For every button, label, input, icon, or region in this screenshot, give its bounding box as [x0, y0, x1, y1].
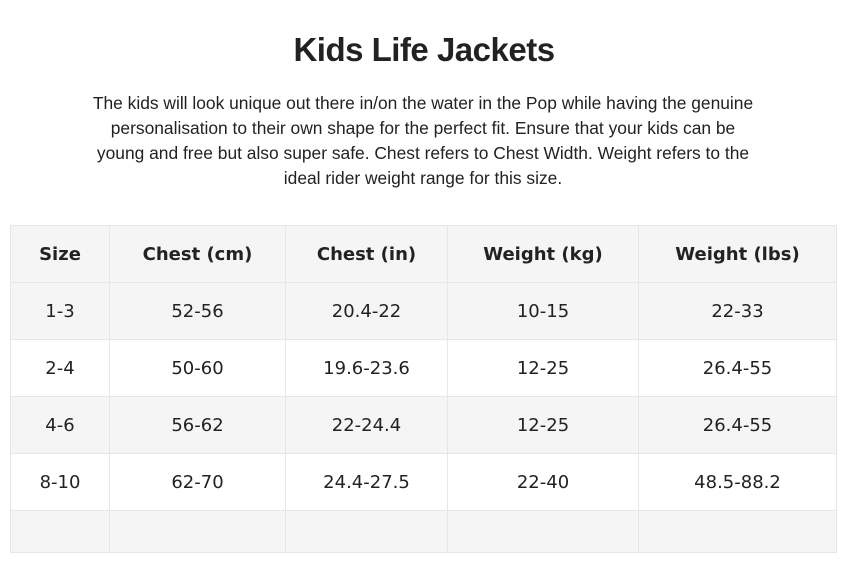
- header-size: Size: [10, 225, 110, 283]
- cell-weight-kg: 12-25: [447, 396, 639, 454]
- header-chest-in: Chest (in): [285, 225, 448, 283]
- cell-weight-kg: [447, 510, 639, 553]
- table-header-row: Size Chest (cm) Chest (in) Weight (kg) W…: [10, 225, 837, 283]
- cell-chest-cm: 62-70: [109, 453, 286, 511]
- cell-chest-cm: [109, 510, 286, 553]
- table-row: 4-6 56-62 22-24.4 12-25 26.4-55: [10, 396, 837, 454]
- header-weight-lbs: Weight (lbs): [638, 225, 837, 283]
- cell-weight-lbs: [638, 510, 837, 553]
- header-weight-kg: Weight (kg): [447, 225, 639, 283]
- cell-weight-lbs: 26.4-55: [638, 339, 837, 397]
- cell-chest-cm: 56-62: [109, 396, 286, 454]
- cell-size: 2-4: [10, 339, 110, 397]
- cell-chest-in: [285, 510, 448, 553]
- cell-size: [10, 510, 110, 553]
- cell-chest-in: 19.6-23.6: [285, 339, 448, 397]
- cell-weight-lbs: 48.5-88.2: [638, 453, 837, 511]
- cell-weight-kg: 10-15: [447, 282, 639, 340]
- page-description: The kids will look unique out there in/o…: [92, 93, 754, 189]
- table-row: 8-10 62-70 24.4-27.5 22-40 48.5-88.2: [10, 453, 837, 511]
- cell-weight-lbs: 26.4-55: [638, 396, 837, 454]
- cell-weight-lbs: 22-33: [638, 282, 837, 340]
- cell-size: 8-10: [10, 453, 110, 511]
- table-row-empty: [10, 510, 837, 553]
- cell-size: 4-6: [10, 396, 110, 454]
- page-title: Kids Life Jackets: [293, 31, 555, 69]
- cell-chest-in: 24.4-27.5: [285, 453, 448, 511]
- cell-size: 1-3: [10, 282, 110, 340]
- header-chest-cm: Chest (cm): [109, 225, 286, 283]
- cell-weight-kg: 22-40: [447, 453, 639, 511]
- table-row: 1-3 52-56 20.4-22 10-15 22-33: [10, 282, 837, 340]
- size-chart-table: Size Chest (cm) Chest (in) Weight (kg) W…: [10, 225, 837, 553]
- cell-chest-cm: 52-56: [109, 282, 286, 340]
- cell-chest-in: 22-24.4: [285, 396, 448, 454]
- cell-weight-kg: 12-25: [447, 339, 639, 397]
- cell-chest-cm: 50-60: [109, 339, 286, 397]
- table-row: 2-4 50-60 19.6-23.6 12-25 26.4-55: [10, 339, 837, 397]
- cell-chest-in: 20.4-22: [285, 282, 448, 340]
